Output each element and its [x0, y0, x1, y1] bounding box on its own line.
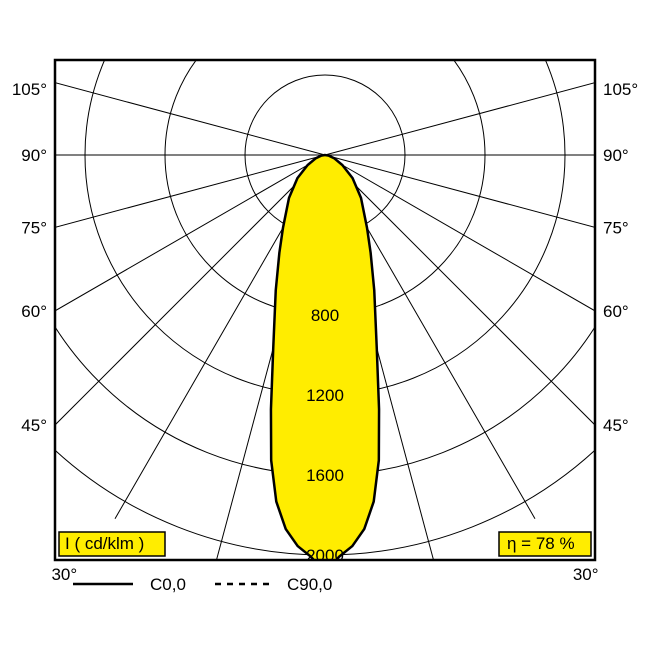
angle-label-right-75: 75°: [603, 218, 629, 237]
angle-label-left-90: 90°: [21, 146, 47, 165]
angle-label-left-30: 30°: [51, 565, 77, 584]
angle-label-right-105: 105°: [603, 80, 638, 99]
ring-label-1200: 1200: [306, 386, 344, 405]
ring-label-1600: 1600: [306, 466, 344, 485]
efficiency-label: η = 78 %: [507, 534, 575, 553]
polar-chart-container: 800 1200 1600 2000 30° 30° 45° 45° 60° 60° 75° 75° 9…: [0, 0, 650, 650]
angle-label-right-90: 90°: [603, 146, 629, 165]
ring-label-800: 800: [311, 306, 339, 325]
legend-label-c0: C0,0: [150, 575, 186, 594]
angle-label-left-45: 45°: [21, 416, 47, 435]
polar-chart-svg: 800 1200 1600 2000 30° 30° 45° 45° 60° 60° 75° 75° 9…: [0, 0, 650, 650]
units-label: I ( cd/klm ): [65, 534, 144, 553]
c0-lobe: [271, 155, 379, 573]
ring-label-2000: 2000: [306, 546, 344, 565]
angle-label-left-105: 105°: [12, 80, 47, 99]
angle-label-right-30: 30°: [573, 565, 599, 584]
angle-label-right-60: 60°: [603, 302, 629, 321]
angle-label-right-45: 45°: [603, 416, 629, 435]
angle-label-left-75: 75°: [21, 218, 47, 237]
angle-label-left-60: 60°: [21, 302, 47, 321]
legend-label-c90: C90,0: [287, 575, 332, 594]
